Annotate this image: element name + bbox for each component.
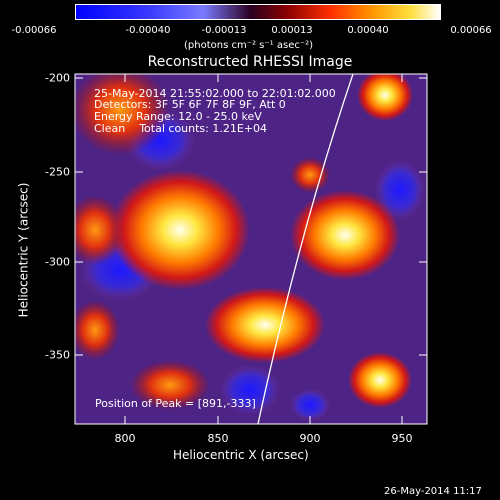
cold-region xyxy=(290,389,330,421)
solar-limb-line xyxy=(257,74,354,424)
colorbar xyxy=(75,4,441,20)
plot-frame xyxy=(74,73,428,425)
colorbar-tick: -0.00040 xyxy=(125,25,171,36)
hot-source-main xyxy=(110,170,250,290)
x-tick-label: 850 xyxy=(207,432,229,445)
colorbar-tick: 0.00013 xyxy=(271,25,313,36)
time-range-text: 25-May-2014 21:55:02.000 to 22:01:02.000 xyxy=(94,87,336,100)
warm-region xyxy=(75,300,120,360)
y-tick-label: -300 xyxy=(45,255,70,269)
colorbar-unit-label: (photons cm⁻² s⁻¹ asec⁻²) xyxy=(184,40,314,51)
x-axis-ticks xyxy=(124,74,403,424)
colorbar-tick: -0.00013 xyxy=(201,25,247,36)
y-tick-label: -250 xyxy=(45,165,70,179)
warm-region xyxy=(75,74,170,155)
hot-source-se xyxy=(348,352,412,408)
x-tick-label: 900 xyxy=(299,432,321,445)
y-axis-label: Heliocentric Y (arcsec) xyxy=(16,182,31,318)
hot-source-peak xyxy=(205,287,325,363)
cold-region xyxy=(220,365,280,415)
colorbar-tick: 0.00066 xyxy=(450,25,492,36)
warm-region xyxy=(290,157,330,193)
y-tick-label: -350 xyxy=(45,348,70,362)
cold-region xyxy=(375,160,425,220)
x-tick-label: 950 xyxy=(391,432,413,445)
plot-title: Reconstructed RHESSI Image xyxy=(147,54,353,70)
hot-source-ne xyxy=(357,74,413,121)
detectors-text: Detectors: 3F 5F 6F 7F 8F 9F, Att 0 xyxy=(94,98,286,111)
energy-range-text: Energy Range: 12.0 - 25.0 keV xyxy=(94,110,262,123)
hot-source-east xyxy=(290,190,400,280)
warm-region xyxy=(130,360,210,410)
timestamp: 26-May-2014 11:17 xyxy=(384,486,482,497)
y-axis-ticks xyxy=(75,77,427,356)
y-tick-label: -200 xyxy=(45,71,70,85)
x-axis-label: Heliocentric X (arcsec) xyxy=(173,448,309,462)
warm-region xyxy=(75,195,125,265)
peak-position-text: Position of Peak = [891,-333] xyxy=(95,397,256,410)
clean-counts-text: Clean Total counts: 1.21E+04 xyxy=(94,122,268,135)
colorbar-tick: 0.00040 xyxy=(347,25,389,36)
colorbar-tick: -0.00066 xyxy=(11,25,57,36)
x-tick-label: 800 xyxy=(114,432,136,445)
